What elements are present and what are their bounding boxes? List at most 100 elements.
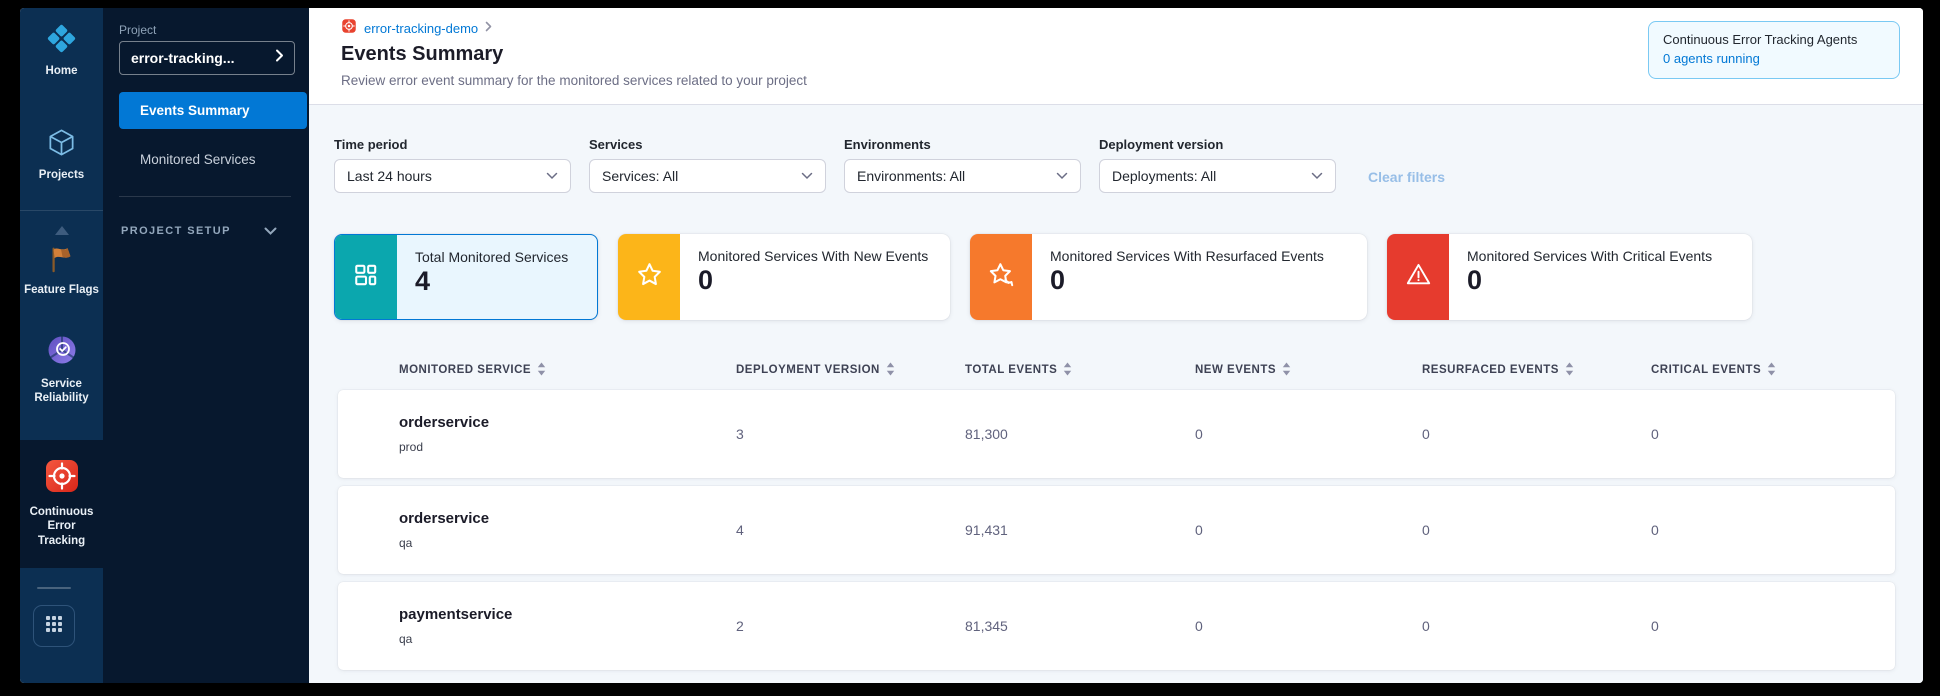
services-select[interactable]: Services: All: [589, 159, 826, 193]
column-header-resurfaced-events[interactable]: RESURFACED EVENTS: [1422, 362, 1651, 379]
resurfaced-events-cell: 0: [1422, 618, 1430, 634]
service-environment: qa: [399, 632, 413, 646]
chevron-down-icon: [546, 167, 558, 185]
card-new-events[interactable]: Monitored Services With New Events 0: [618, 234, 950, 320]
chevron-down-icon: [1311, 167, 1323, 185]
rail-divider: [20, 210, 103, 211]
card-total-monitored-services[interactable]: Total Monitored Services 4: [334, 234, 598, 320]
card-value: 0: [698, 265, 714, 295]
service-environment: prod: [399, 440, 424, 454]
grid-dots-icon: [45, 615, 63, 638]
critical-events-cell: 0: [1651, 426, 1659, 442]
services-label: Services: [589, 137, 643, 152]
time-period-select[interactable]: Last 24 hours: [334, 159, 571, 193]
environments-label: Environments: [844, 137, 931, 152]
resurfaced-events-cell: 0: [1422, 426, 1430, 442]
sort-icon[interactable]: [886, 362, 895, 379]
rail-bottom-divider: [37, 587, 71, 589]
new-events-cell: 0: [1195, 618, 1203, 634]
table-row[interactable]: orderservice qa 4 91,431 0 0 0: [338, 486, 1895, 574]
sidebar-item-home[interactable]: Home: [20, 23, 103, 78]
service-cell: orderservice qa: [399, 510, 736, 550]
column-header-total-events[interactable]: TOTAL EVENTS: [965, 362, 1195, 379]
sidebar-item-continuous-error-tracking[interactable]: Continuous Error Tracking: [20, 457, 103, 548]
card-value: 4: [415, 266, 431, 296]
card-critical-events[interactable]: Monitored Services With Critical Events …: [1387, 234, 1752, 320]
card-resurfaced-events[interactable]: Monitored Services With Resurfaced Event…: [970, 234, 1367, 320]
agents-widget-title: Continuous Error Tracking Agents: [1663, 32, 1858, 47]
total-events-cell: 91,431: [965, 522, 1008, 538]
card-accent-block: [1387, 234, 1449, 320]
chevron-down-icon: [1056, 167, 1068, 185]
card-accent-block: [970, 234, 1032, 320]
dashboard-grid-icon: [353, 262, 379, 293]
breadcrumb-project-link[interactable]: error-tracking-demo: [364, 20, 479, 36]
column-header-monitored-service[interactable]: MONITORED SERVICE: [399, 362, 736, 379]
deployment-version-value: Deployments: All: [1112, 168, 1217, 184]
column-label: NEW EVENTS: [1195, 364, 1277, 376]
chevron-down-icon: [264, 222, 277, 240]
service-name: paymentservice: [399, 606, 513, 623]
module-nav-rail: Home Projects Feature Flags Service Reli…: [20, 8, 103, 683]
star-resurfaced-icon: [988, 261, 1015, 293]
column-label: DEPLOYMENT VERSION: [736, 364, 880, 376]
deployment-version-cell: 2: [736, 618, 744, 634]
table-row[interactable]: orderservice prod 3 81,300 0 0 0: [338, 390, 1895, 478]
time-period-value: Last 24 hours: [347, 168, 432, 184]
sidebar-item-projects[interactable]: Projects: [20, 127, 103, 182]
app-window: Home Projects Feature Flags Service Reli…: [20, 8, 1923, 683]
column-header-deployment-version[interactable]: DEPLOYMENT VERSION: [736, 362, 965, 379]
chevron-down-icon: [801, 167, 813, 185]
sidebar-item-service-reliability[interactable]: Service Reliability: [20, 333, 103, 406]
environments-select[interactable]: Environments: All: [844, 159, 1081, 193]
column-header-critical-events[interactable]: CRITICAL EVENTS: [1651, 362, 1895, 379]
column-label: TOTAL EVENTS: [965, 364, 1058, 376]
sidebar-item-events-summary[interactable]: Events Summary: [119, 92, 307, 129]
module-grid-button[interactable]: [33, 605, 75, 647]
project-setup-label: PROJECT SETUP: [121, 225, 231, 237]
sidebar-item-label: Service Reliability: [34, 378, 89, 405]
time-period-label: Time period: [334, 137, 408, 152]
table-row[interactable]: paymentservice qa 2 81,345 0 0 0: [338, 582, 1895, 670]
new-events-cell: 0: [1195, 426, 1203, 442]
deployment-version-label: Deployment version: [1099, 137, 1224, 152]
project-setup-section-toggle[interactable]: PROJECT SETUP: [121, 222, 277, 240]
page-title: Events Summary: [341, 43, 504, 65]
card-accent-block: [618, 234, 680, 320]
warning-triangle-icon: [1405, 261, 1432, 293]
harness-home-icon: [46, 24, 77, 58]
service-cell: paymentservice qa: [399, 606, 736, 646]
sidebar-item-label: Continuous Error Tracking: [29, 506, 94, 547]
service-reliability-icon: [45, 336, 79, 371]
project-nav-panel: Project error-tracking... Events Summary…: [103, 8, 309, 683]
sort-icon[interactable]: [1565, 362, 1574, 379]
services-filter: Services Services: All: [589, 137, 826, 193]
sort-icon[interactable]: [537, 362, 546, 379]
sidebar-item-monitored-services[interactable]: Monitored Services: [119, 141, 307, 178]
agents-widget[interactable]: Continuous Error Tracking Agents 0 agent…: [1648, 21, 1900, 79]
project-label: Project: [119, 23, 157, 37]
chevron-right-icon: [485, 19, 492, 37]
sort-icon[interactable]: [1063, 362, 1072, 379]
agents-running-link[interactable]: 0 agents running: [1663, 51, 1760, 66]
continuous-error-tracking-icon: [341, 18, 357, 39]
new-events-cell: 0: [1195, 522, 1203, 538]
scroll-up-arrow[interactable]: [20, 222, 103, 240]
sort-icon[interactable]: [1767, 362, 1776, 379]
project-selector[interactable]: error-tracking...: [119, 41, 295, 75]
deployment-version-select[interactable]: Deployments: All: [1099, 159, 1336, 193]
card-value: 0: [1467, 265, 1483, 295]
card-accent-block: [335, 235, 397, 319]
panel-item-label: Events Summary: [140, 103, 250, 118]
panel-divider: [119, 196, 291, 197]
page-header: error-tracking-demo Events Summary Revie…: [309, 8, 1923, 105]
star-icon: [636, 261, 663, 293]
resurfaced-events-cell: 0: [1422, 522, 1430, 538]
deployment-version-filter: Deployment version Deployments: All: [1099, 137, 1336, 193]
clear-filters-button[interactable]: Clear filters: [1368, 169, 1446, 185]
sidebar-item-feature-flags[interactable]: Feature Flags: [20, 245, 103, 297]
sort-icon[interactable]: [1282, 362, 1291, 379]
column-header-new-events[interactable]: NEW EVENTS: [1195, 362, 1422, 379]
total-events-cell: 81,300: [965, 426, 1008, 442]
